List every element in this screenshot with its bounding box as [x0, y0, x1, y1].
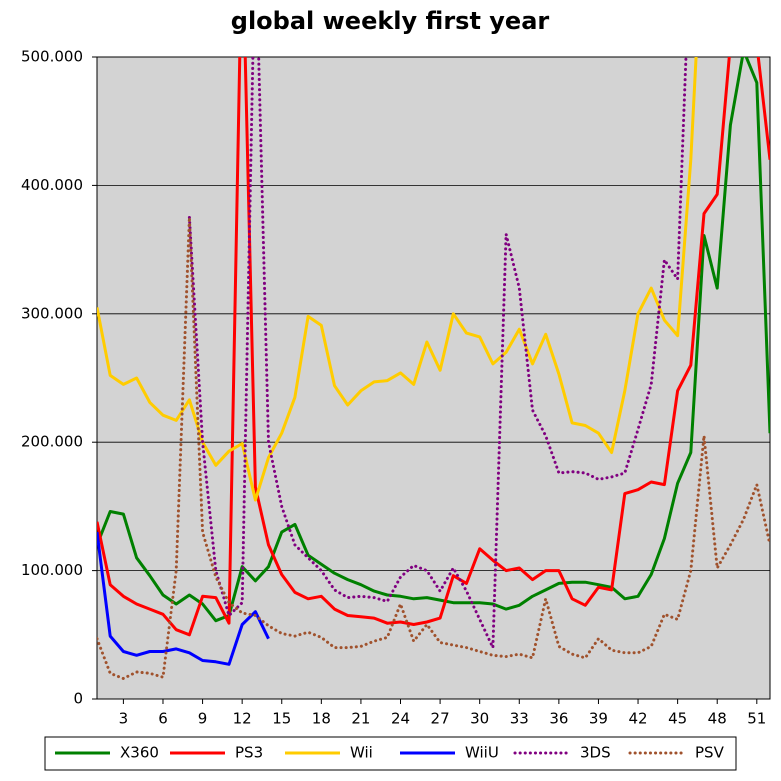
legend-label: X360	[120, 744, 159, 762]
y-tick-label: 100.000	[21, 561, 83, 579]
x-tick-label: 6	[158, 710, 168, 728]
x-tick-label: 15	[272, 710, 291, 728]
x-tick-label: 24	[391, 710, 410, 728]
x-tick-label: 33	[510, 710, 529, 728]
x-tick-label: 45	[668, 710, 687, 728]
series-line	[97, 57, 770, 623]
legend-box	[44, 736, 737, 771]
legend-label: PSV	[695, 744, 725, 762]
y-tick-label: 0	[73, 690, 83, 708]
legend-label: Wii	[350, 744, 373, 762]
y-tick-label: 500.000	[21, 48, 83, 66]
x-tick-label: 9	[198, 710, 208, 728]
series-line	[97, 216, 770, 680]
x-tick-label: 36	[549, 710, 568, 728]
y-tick-label: 200.000	[21, 433, 83, 451]
x-tick-label: 3	[119, 710, 129, 728]
x-tick-label: 18	[312, 710, 331, 728]
x-tick-label: 42	[628, 710, 647, 728]
series-group	[97, 57, 770, 680]
x-tick-label: 30	[470, 710, 489, 728]
series-line	[97, 57, 770, 637]
legend-label: WiiU	[465, 744, 499, 762]
x-tick-label: 51	[747, 710, 766, 728]
x-tick-label: 39	[589, 710, 608, 728]
y-tick-label: 300.000	[21, 304, 83, 322]
x-tick-label: 27	[431, 710, 450, 728]
plot-area	[96, 56, 771, 700]
chart-title: global weekly first year	[231, 7, 550, 35]
series-line	[187, 57, 688, 650]
legend-label: PS3	[235, 744, 263, 762]
x-tick-label: 21	[351, 710, 370, 728]
legend-label: 3DS	[580, 744, 611, 762]
x-tick-label: 12	[233, 710, 252, 728]
x-tick-label: 48	[708, 710, 727, 728]
y-tick-label: 400.000	[21, 176, 83, 194]
series-line	[97, 531, 270, 666]
series-line	[97, 57, 698, 502]
